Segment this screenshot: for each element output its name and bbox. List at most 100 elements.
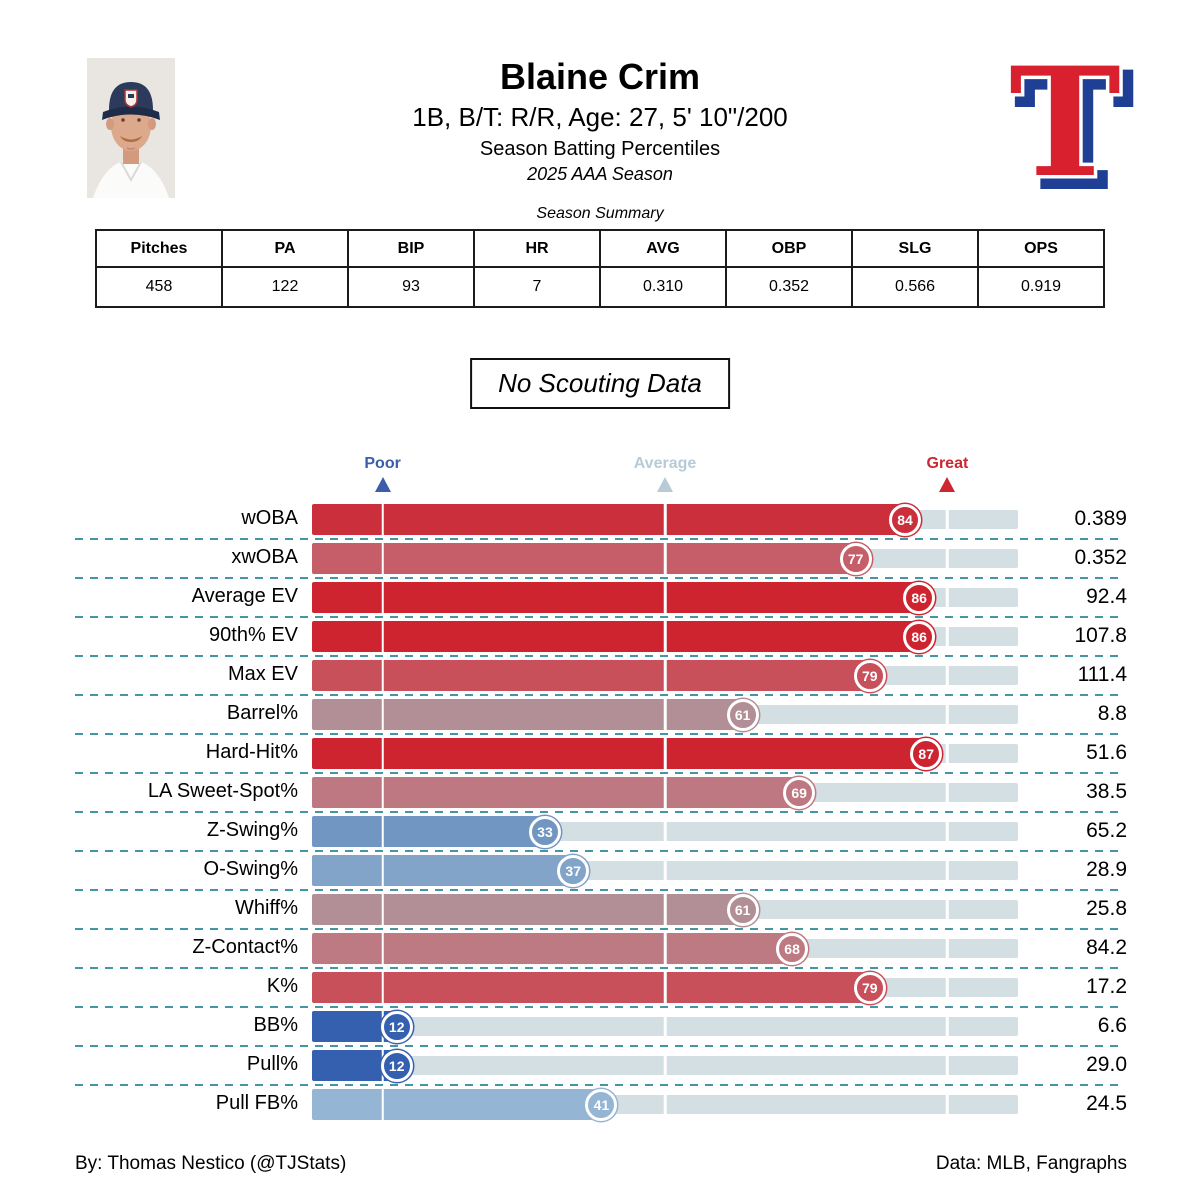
legend-label-average: Average [633,455,697,472]
metric-value: 24.5 [1086,1091,1127,1115]
row-separator [75,1044,1125,1048]
percentile-badge: 69 [783,776,816,809]
reference-gridline [381,621,384,652]
page-title: Blaine Crim [499,56,701,97]
percentile-badge: 12 [380,1010,413,1043]
author-credit: By: Thomas Nestico (@TJStats) [75,1153,347,1174]
reference-gridline [663,660,667,691]
reference-gridline [381,582,384,613]
reference-gridline [946,588,949,607]
metric-value: 0.389 [1074,506,1127,530]
value-hr: 7 [473,266,601,308]
percentile-badge: 84 [889,503,922,536]
reference-gridline [663,1017,667,1036]
col-header-obp: OBP [725,229,853,268]
metric-label: 90th% EV [209,623,298,646]
metric-value: 17.2 [1086,974,1127,998]
row-separator [75,888,1125,892]
reference-gridline [381,855,384,886]
value-pitches: 458 [95,266,223,308]
player-bio-line: 1B, B/T: R/R, Age: 27, 5' 10"/200 [412,102,788,132]
reference-gridline [946,510,949,529]
reference-gridline [946,627,949,646]
percentile-bar-fill [312,972,870,1003]
metric-label: Z-Contact% [192,935,298,958]
percentile-badge: 79 [853,659,886,692]
metric-value: 38.5 [1086,779,1127,803]
row-separator [75,537,1125,541]
reference-gridline [381,894,384,925]
metric-label: Pull% [246,1052,298,1075]
col-header-slg: SLG [851,229,979,268]
percentile-bar-fill [312,933,793,964]
reference-gridline [946,1056,949,1075]
reference-gridline [663,777,667,808]
row-separator [75,576,1125,580]
team-logo-rangers: T T [1006,48,1134,198]
great-triangle-icon [939,477,956,492]
row-separator [75,693,1125,697]
metric-label: Pull FB% [215,1091,298,1114]
percentile-bar-fill [312,894,743,925]
percentile-badge: 86 [903,581,936,614]
percentile-bar-fill [312,504,906,535]
percentile-bar-fill [312,1089,602,1120]
reference-gridline [663,822,667,841]
reference-gridline [663,543,667,574]
reference-gridline [663,699,667,730]
reference-gridline [663,582,667,613]
percentile-bar-fill [312,777,800,808]
reference-gridline [946,783,949,802]
col-header-ops: OPS [977,229,1105,268]
percentile-badge: 61 [726,698,759,731]
reference-gridline [946,861,949,880]
reference-gridline [946,1017,949,1036]
row-separator [75,615,1125,619]
summary-table-caption: Season Summary [536,205,664,222]
metric-value: 6.6 [1097,1013,1127,1037]
metric-value: 65.2 [1086,818,1127,842]
row-separator [75,849,1125,853]
reference-gridline [663,894,667,925]
reference-gridline [663,504,667,535]
row-separator [75,927,1125,931]
reference-gridline [663,621,667,652]
reference-gridline [663,1095,667,1114]
legend-label-poor: Poor [364,455,401,472]
percentile-badge: 77 [839,542,872,575]
poor-triangle-icon [374,477,391,492]
percentile-bar-fill [312,660,870,691]
reference-gridline [663,861,667,880]
summary-values-row: 458 122 93 7 0.310 0.352 0.566 0.919 [95,266,1105,308]
reference-gridline [946,822,949,841]
col-header-avg: AVG [599,229,727,268]
reference-gridline [381,933,384,964]
percentile-bar-fill [312,699,743,730]
reference-gridline [381,738,384,769]
metric-value: 111.4 [1077,662,1127,686]
metric-value: 8.8 [1097,701,1127,725]
season-label: 2025 AAA Season [527,164,673,184]
metric-label: Hard-Hit% [205,740,298,763]
percentile-badge: 68 [776,932,809,965]
reference-gridline [946,744,949,763]
row-separator [75,732,1125,736]
metric-label: wOBA [241,506,298,529]
metric-label: BB% [253,1013,298,1036]
metric-value: 29.0 [1086,1052,1127,1076]
reference-gridline [663,972,667,1003]
reference-gridline [946,549,949,568]
reference-gridline [381,1089,384,1120]
metric-value: 25.8 [1086,896,1127,920]
metric-label: Z-Swing% [206,818,298,841]
average-triangle-icon [657,477,673,492]
legend-label-great: Great [926,455,969,472]
metric-value: 51.6 [1086,740,1127,764]
percentile-bar-fill [312,738,927,769]
reference-gridline [946,900,949,919]
reference-gridline [946,939,949,958]
percentile-badge: 33 [528,815,561,848]
reference-gridline [381,816,384,847]
percentile-badge: 61 [726,893,759,926]
percentile-bar-fill [312,582,920,613]
